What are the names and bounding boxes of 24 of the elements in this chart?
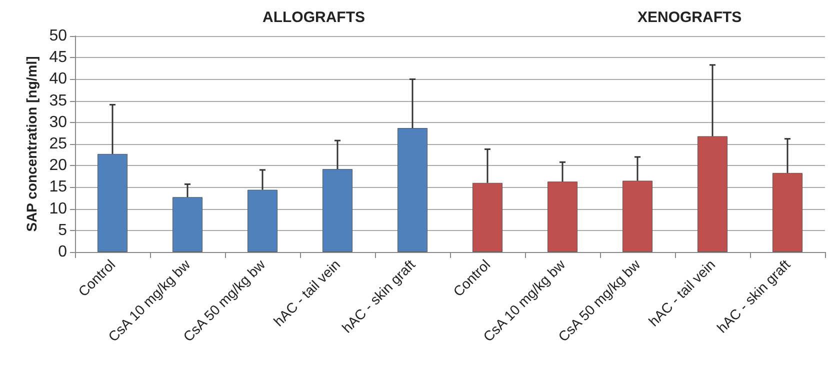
- y-tick-label: 30: [49, 114, 68, 131]
- text: XENOGRAFTS: [637, 9, 742, 26]
- text: ALLOGRAFTS: [262, 9, 365, 26]
- y-tick-label: 15: [49, 178, 68, 196]
- y-tick-label: 20: [49, 157, 68, 174]
- y-tick-label: 40: [49, 70, 68, 88]
- y-tick-label: 0: [58, 244, 68, 260]
- bar: [398, 128, 428, 252]
- bar: [322, 169, 352, 252]
- y-tick-label: 50: [49, 28, 68, 44]
- y-tick-label: 35: [49, 92, 68, 110]
- bar: [472, 182, 502, 252]
- y-tick-label: 10: [49, 200, 68, 218]
- bar: [172, 197, 202, 252]
- bar: [622, 180, 652, 252]
- bar: [248, 190, 278, 252]
- bar: [772, 172, 802, 252]
- bar: [548, 182, 578, 252]
- y-tick-label: 45: [49, 49, 68, 66]
- y-axis-title: SAP concentration [ng/ml]: [23, 56, 40, 232]
- y-tick-label: 25: [49, 136, 68, 152]
- y-tick-label: 5: [58, 222, 68, 239]
- bar: [698, 136, 728, 252]
- bar: [98, 154, 128, 252]
